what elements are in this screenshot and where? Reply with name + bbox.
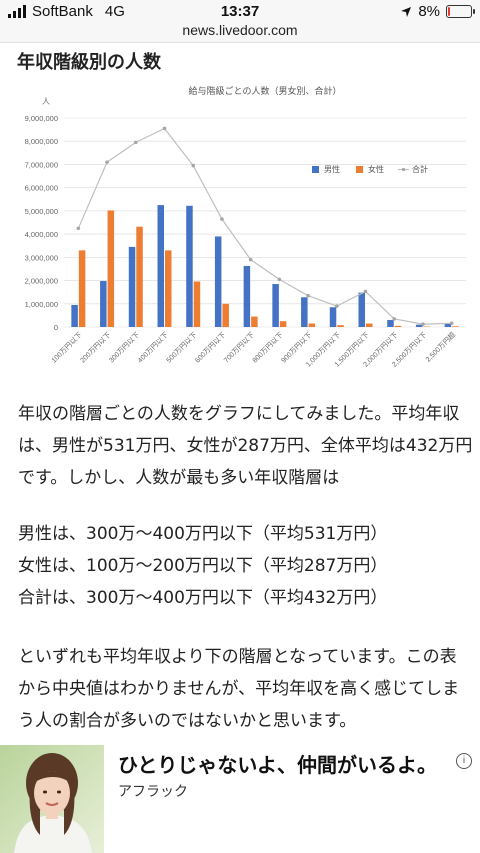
bar-male bbox=[358, 292, 365, 327]
legend-swatch-marker bbox=[401, 167, 406, 172]
total-line bbox=[77, 127, 452, 325]
sponsored-ad[interactable]: ひとりじゃないよ、仲間がいるよ。 i アフラック bbox=[0, 745, 480, 853]
y-tick-label: 5,000,000 bbox=[25, 207, 58, 216]
bar-male bbox=[444, 323, 452, 327]
y-tick-label: 2,000,000 bbox=[25, 277, 58, 286]
paragraph-line-total: 合計は、300万～400万円以下（平均432万円） bbox=[18, 588, 388, 608]
article-paragraph-3: といずれも平均年収より下の階層となっています。この表から中央値はわかりませんが、… bbox=[18, 647, 460, 731]
legend-label-0: 男性 bbox=[324, 164, 340, 174]
y-tick-label: 3,000,000 bbox=[25, 253, 58, 262]
bar-male bbox=[329, 307, 337, 327]
y-axis-unit-label: 人 bbox=[42, 97, 50, 106]
bar-male bbox=[387, 320, 394, 327]
legend-swatch-0 bbox=[312, 166, 319, 173]
bar-female bbox=[337, 325, 344, 327]
bar-female bbox=[193, 281, 201, 327]
total-line-point bbox=[392, 317, 397, 321]
battery-icon bbox=[446, 5, 475, 18]
total-line-point bbox=[248, 257, 253, 262]
bar-female bbox=[107, 210, 115, 327]
legend-swatch-1 bbox=[356, 166, 363, 173]
bar-male bbox=[301, 297, 308, 327]
bar-female bbox=[366, 323, 373, 327]
bar-female bbox=[165, 250, 172, 327]
bar-female bbox=[308, 323, 316, 327]
paragraph-line-female: 女性は、100万～200万円以下（平均287万円） bbox=[18, 556, 388, 576]
bar-male bbox=[71, 304, 78, 327]
bar-female bbox=[222, 303, 229, 327]
chart-title: 給与階級ごとの人数（男女別、合計） bbox=[189, 85, 342, 96]
clock: 13:37 bbox=[220, 3, 260, 20]
ad-image[interactable] bbox=[0, 745, 104, 853]
bar-male bbox=[128, 246, 136, 327]
y-tick-label: 0 bbox=[54, 323, 58, 332]
total-line-point bbox=[306, 293, 310, 298]
total-line-point bbox=[449, 321, 454, 326]
article-paragraph-1: 年収の階層ごとの人数をグラフにしてみました。平均年収は、男性が531万円、女性が… bbox=[18, 404, 473, 488]
ad-title[interactable]: ひとりじゃないよ、仲間がいるよ。 bbox=[118, 753, 437, 777]
signal-strength-icon bbox=[8, 5, 26, 18]
x-tick-label: 2,500万円超 bbox=[423, 330, 457, 364]
bar-female bbox=[78, 250, 86, 327]
status-bar: SoftBank 4G 13:37 8% bbox=[0, 0, 480, 24]
total-line-point bbox=[133, 140, 138, 145]
address-bar[interactable]: news.livedoor.com bbox=[0, 22, 480, 43]
total-line-point bbox=[220, 217, 224, 221]
y-tick-label: 9,000,000 bbox=[25, 114, 58, 123]
status-right: 8% bbox=[400, 3, 475, 20]
ad-sponsor: アフラック bbox=[118, 784, 188, 800]
y-tick-label: 4,000,000 bbox=[25, 230, 58, 239]
network-type: 4G bbox=[104, 3, 125, 20]
status-left: SoftBank 4G bbox=[8, 3, 125, 20]
total-line-point bbox=[162, 126, 167, 131]
bar-male bbox=[243, 265, 251, 327]
bar-female bbox=[251, 316, 258, 327]
url-text[interactable]: news.livedoor.com bbox=[182, 22, 298, 38]
y-tick-label: 1,000,000 bbox=[25, 300, 58, 309]
battery-level-fill bbox=[448, 7, 450, 16]
salary-bracket-chart: 給与階級ごとの人数（男女別、合計） 人 0 1,000,000 2,000,000 3,0… bbox=[25, 85, 466, 369]
bar-male bbox=[186, 205, 193, 327]
total-line-point bbox=[363, 289, 368, 294]
battery-percent: 8% bbox=[418, 3, 440, 20]
y-tick-label: 6,000,000 bbox=[25, 184, 58, 193]
bar-male bbox=[100, 281, 107, 327]
total-line-point bbox=[421, 322, 425, 327]
bar-female bbox=[279, 321, 287, 327]
total-line-point bbox=[277, 277, 282, 282]
total-line-point bbox=[191, 163, 196, 168]
total-line-point bbox=[76, 226, 81, 231]
bar-male bbox=[415, 324, 423, 327]
bar-female bbox=[452, 326, 459, 327]
paragraph-line-male: 男性は、300万～400万円以下（平均531万円） bbox=[18, 524, 388, 544]
bar-female bbox=[136, 226, 143, 327]
carrier-name: SoftBank bbox=[32, 3, 93, 20]
bar-male bbox=[272, 284, 279, 327]
y-tick-label: 7,000,000 bbox=[25, 160, 58, 169]
y-tick-label: 8,000,000 bbox=[25, 137, 58, 146]
ad-info-icon[interactable]: i bbox=[456, 753, 472, 769]
bar-male bbox=[214, 236, 222, 327]
bar-male bbox=[157, 205, 164, 327]
total-line-point bbox=[334, 304, 339, 308]
bar-female bbox=[394, 325, 402, 327]
article-paragraph-2: 男性は、300万～400万円以下（平均531万円） 女性は、100万～200万円… bbox=[18, 518, 473, 614]
legend-label-2: 合計 bbox=[412, 164, 428, 174]
section-heading: 年収階級別の人数 bbox=[17, 52, 161, 73]
total-line-point bbox=[105, 160, 109, 164]
location-arrow-icon bbox=[401, 6, 412, 17]
legend-label-1: 女性 bbox=[368, 164, 384, 174]
